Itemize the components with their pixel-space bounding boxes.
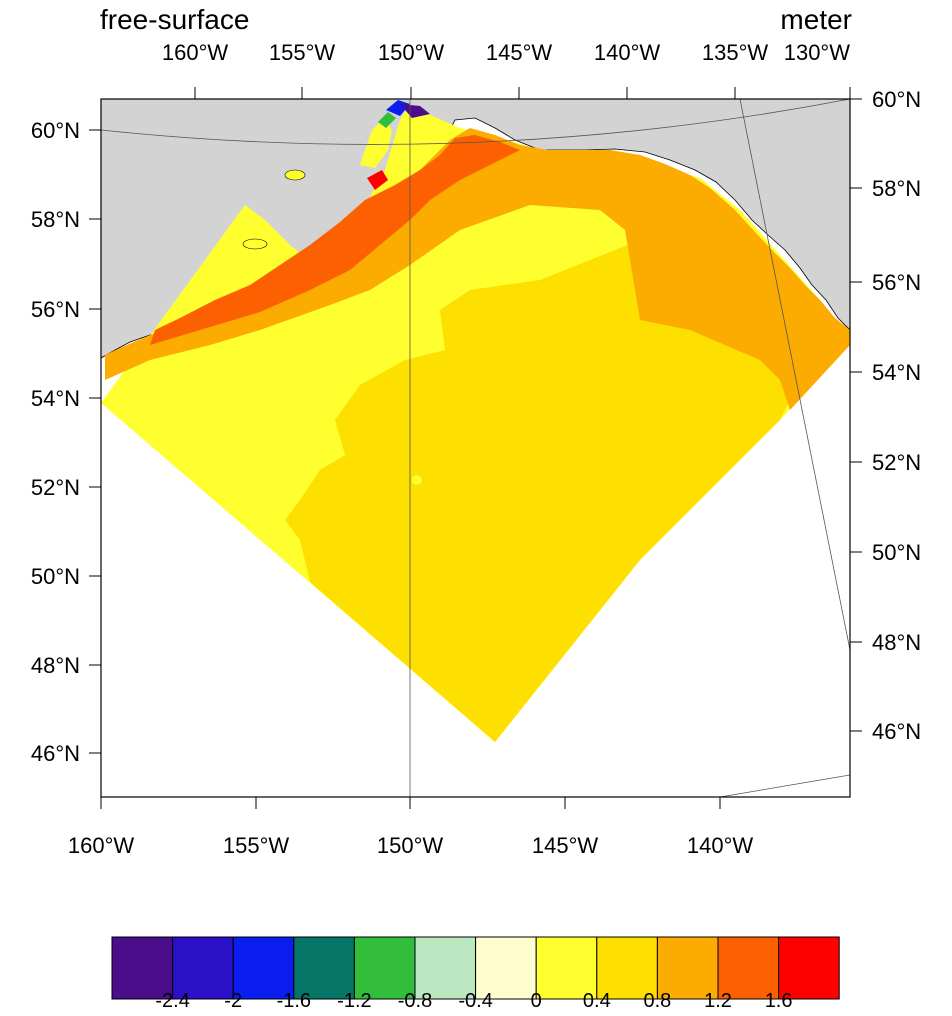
colorbar-label: -1.6 <box>277 990 311 1012</box>
left-latitude-label: 46°N <box>31 741 80 766</box>
units-label: meter <box>780 4 852 35</box>
colorbar-label: 1.2 <box>704 990 732 1012</box>
top-longitude-label: 140°W <box>594 40 661 65</box>
colorbar: -2.4 -2 -1.6 -1.2 -0.8 -0.4 0 0.4 0.8 1.2 1.6 <box>111 936 840 1012</box>
colorbar-label: -0.4 <box>458 990 492 1012</box>
top-longitude-label: 130°W <box>784 40 851 65</box>
ocean-yellow-inlet <box>360 118 392 168</box>
bottom-longitude-label: 155°W <box>223 833 290 858</box>
colorbar-label: -2.4 <box>155 990 189 1012</box>
top-longitude-label: 150°W <box>378 40 445 65</box>
colorbar-label: -1.2 <box>337 990 371 1012</box>
graticule-line <box>101 99 850 145</box>
island <box>242 238 268 250</box>
ocean-green-inlet <box>378 112 396 128</box>
colorbar-label: 1.6 <box>765 990 793 1012</box>
left-latitude-label: 54°N <box>31 386 80 411</box>
ocean-darkorange-coast <box>150 135 520 345</box>
right-latitude-label: 52°N <box>872 450 921 475</box>
colorbar-swatch <box>596 936 658 1000</box>
graticule-line <box>739 99 850 651</box>
colorbar-swatch <box>475 936 537 1000</box>
colorbar-label: -2 <box>224 990 242 1012</box>
left-latitude-label: 52°N <box>31 475 80 500</box>
bottom-longitude-label: 140°W <box>687 833 754 858</box>
right-latitude-label: 50°N <box>872 540 921 565</box>
map-area <box>101 99 850 797</box>
right-latitude-label: 46°N <box>872 719 921 744</box>
left-latitude-label: 60°N <box>31 118 80 143</box>
ocean-yellow-core <box>285 225 790 742</box>
left-latitude-label: 50°N <box>31 564 80 589</box>
top-longitude-label: 160°W <box>162 40 229 65</box>
colorbar-label: 0 <box>531 990 542 1012</box>
colorbar-label: 0.4 <box>583 990 611 1012</box>
island <box>412 475 422 485</box>
colorbar-swatch <box>778 936 840 1000</box>
left-latitude-label: 48°N <box>31 653 80 678</box>
left-latitude-label: 56°N <box>31 297 80 322</box>
top-longitude-label: 155°W <box>269 40 336 65</box>
colorbar-swatch <box>232 936 295 1000</box>
ocean-orange-shelf <box>105 128 850 410</box>
ocean-red-inlet <box>367 170 388 190</box>
right-latitude-label: 56°N <box>872 270 921 295</box>
left-latitude-label: 58°N <box>31 207 80 232</box>
colorbar-swatch <box>535 936 598 1000</box>
ocean-blue-inlet <box>386 100 410 116</box>
top-longitude-label: 135°W <box>702 40 769 65</box>
colorbar-swatch <box>656 936 719 1000</box>
colorbar-label: 0.8 <box>643 990 671 1012</box>
graticule-line <box>719 774 850 797</box>
right-latitude-label: 60°N <box>872 87 921 112</box>
colorbar-swatch <box>717 936 780 1000</box>
map-frame <box>100 98 851 798</box>
colorbar-label: -0.8 <box>398 990 432 1012</box>
map-title: free-surface <box>100 4 250 35</box>
colorbar-swatch <box>414 936 477 1000</box>
ocean-purple-inlet <box>400 104 430 118</box>
bottom-longitude-label: 160°W <box>68 833 135 858</box>
island <box>284 169 306 181</box>
right-latitude-label: 54°N <box>872 360 921 385</box>
right-latitude-label: 48°N <box>872 630 921 655</box>
bottom-longitude-label: 150°W <box>377 833 444 858</box>
top-longitude-label: 145°W <box>486 40 553 65</box>
colorbar-swatch <box>353 936 416 1000</box>
colorbar-swatch <box>111 936 174 1000</box>
right-latitude-label: 58°N <box>872 176 921 201</box>
bottom-longitude-label: 145°W <box>532 833 599 858</box>
